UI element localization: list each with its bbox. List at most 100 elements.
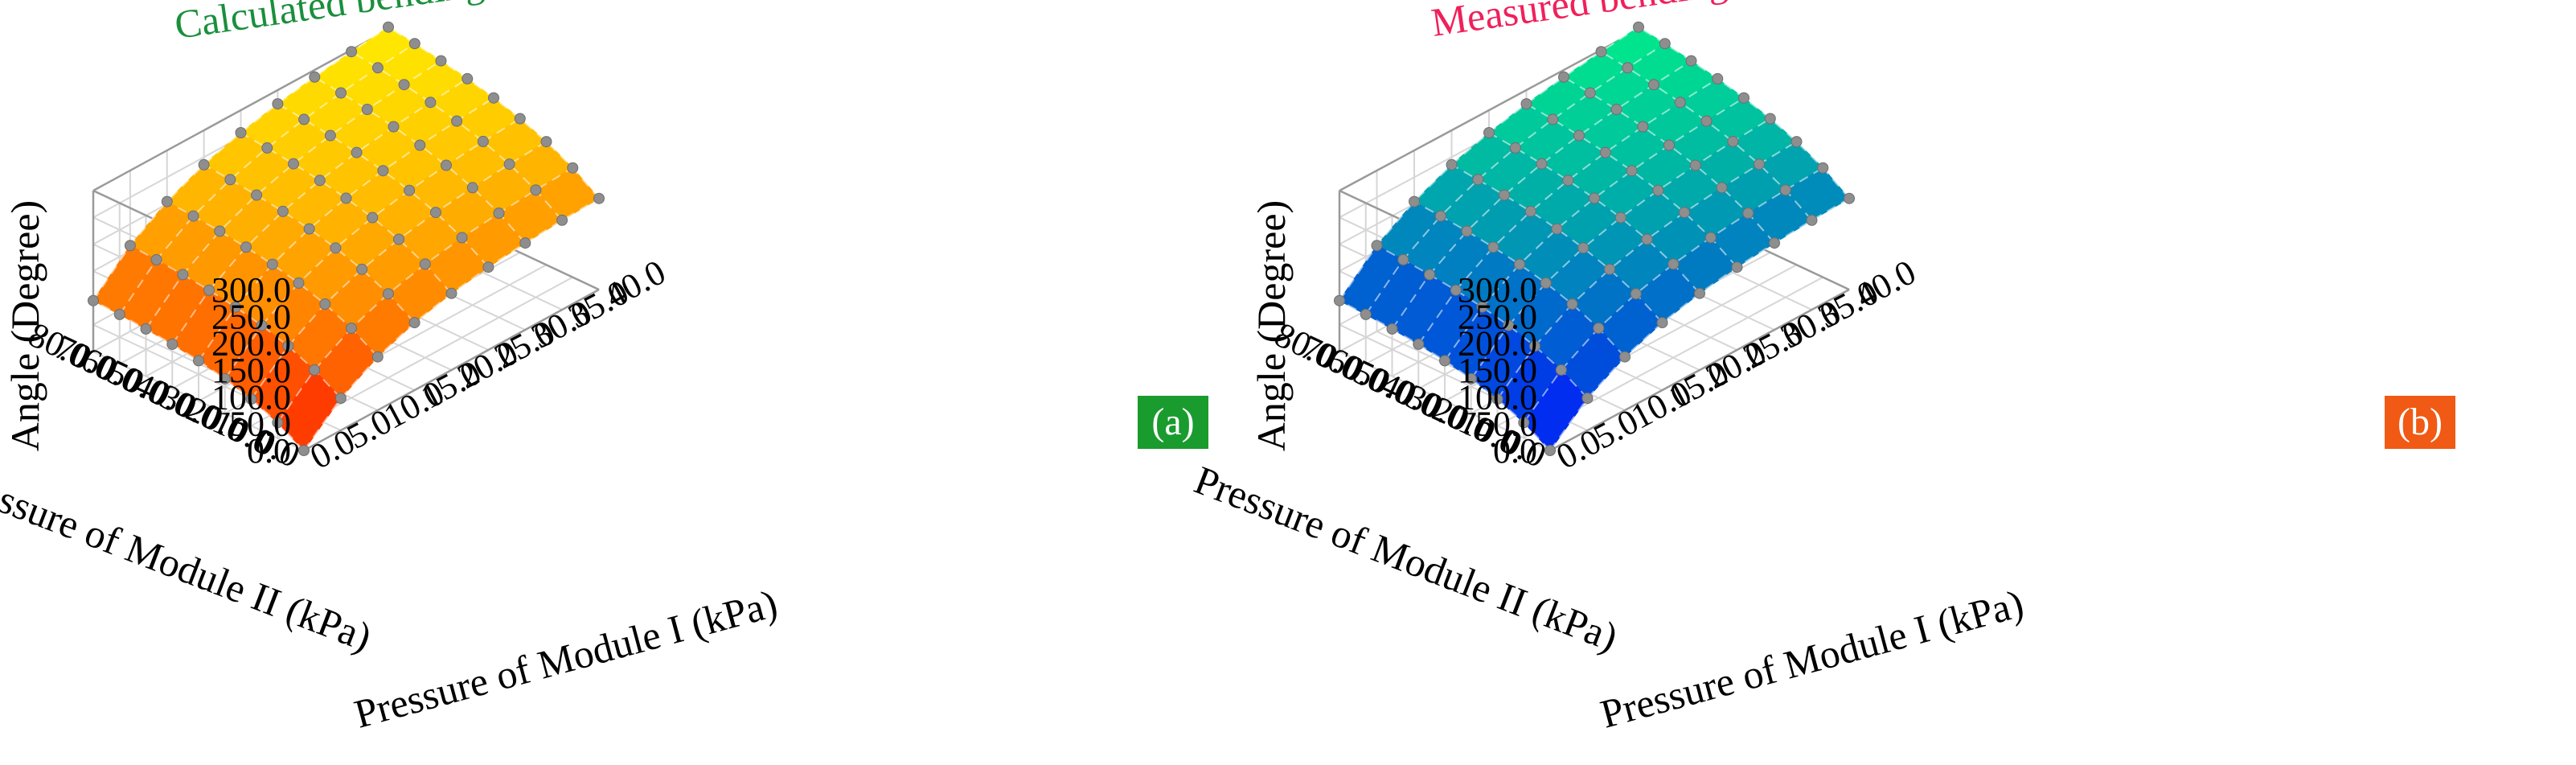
data-point bbox=[1817, 162, 1829, 174]
data-point bbox=[593, 192, 605, 204]
mesh-line-y bbox=[1523, 167, 1823, 423]
data-point bbox=[1334, 294, 1345, 306]
data-point bbox=[540, 136, 552, 148]
data-point bbox=[140, 323, 152, 335]
data-point bbox=[351, 146, 363, 158]
data-point bbox=[1518, 417, 1530, 429]
data-point bbox=[556, 214, 568, 226]
tick-labels: 0.050.0100.0150.0200.0250.0300.00.05.010… bbox=[1269, 252, 1922, 476]
data-point bbox=[1540, 277, 1552, 289]
data-point bbox=[150, 253, 162, 265]
panel-b: 0.050.0100.0150.0200.0250.0300.00.05.010… bbox=[1188, 0, 2455, 737]
data-point bbox=[445, 287, 457, 299]
data-point bbox=[245, 393, 257, 405]
data-point bbox=[303, 223, 315, 235]
data-point bbox=[319, 298, 331, 310]
data-point bbox=[1491, 393, 1503, 405]
data-point bbox=[1461, 225, 1473, 237]
data-point bbox=[1503, 319, 1515, 331]
mesh-line-y bbox=[1391, 60, 1692, 330]
mesh-line-x bbox=[1488, 132, 1700, 294]
data-point bbox=[1536, 158, 1548, 170]
panel-label: (a) bbox=[1151, 401, 1194, 443]
data-point bbox=[1386, 323, 1398, 335]
mesh-line-y bbox=[171, 78, 468, 345]
mesh-line-x bbox=[1451, 163, 1663, 323]
data-point bbox=[371, 62, 384, 74]
data-point bbox=[1573, 130, 1585, 142]
data-point bbox=[1544, 445, 1556, 456]
data-point bbox=[388, 121, 400, 133]
data-point bbox=[404, 184, 416, 196]
data-point bbox=[382, 288, 394, 300]
data-point bbox=[187, 210, 199, 222]
data-point bbox=[1663, 139, 1675, 151]
data-point bbox=[1764, 113, 1776, 125]
data-point bbox=[161, 195, 173, 208]
data-point bbox=[1566, 298, 1578, 310]
data-point bbox=[224, 174, 236, 186]
data-point bbox=[367, 212, 379, 224]
data-point bbox=[1652, 184, 1664, 196]
mesh-line-y bbox=[92, 26, 389, 302]
data-point bbox=[1551, 223, 1563, 235]
data-point bbox=[334, 393, 347, 404]
data-point bbox=[1685, 55, 1697, 67]
data-point bbox=[461, 72, 474, 84]
data-point bbox=[519, 237, 531, 249]
data-point bbox=[361, 104, 373, 115]
mesh-line-x bbox=[92, 299, 305, 451]
data-point bbox=[1674, 97, 1686, 109]
data-point bbox=[477, 135, 489, 147]
data-point bbox=[229, 301, 241, 313]
mesh-line-x bbox=[1563, 76, 1775, 244]
z-tick-label: 50.0 bbox=[1475, 405, 1537, 444]
data-point bbox=[261, 142, 273, 154]
data-point bbox=[1614, 212, 1626, 224]
data-point bbox=[425, 97, 437, 109]
data-point bbox=[1633, 21, 1644, 33]
data-point bbox=[1509, 142, 1521, 154]
mesh-line-y bbox=[1444, 97, 1745, 361]
data-point bbox=[451, 115, 463, 127]
data-point bbox=[324, 130, 336, 142]
data-point bbox=[330, 242, 342, 254]
y-axis-label: Pressure of Module II (kPa) bbox=[0, 457, 378, 660]
data-point bbox=[298, 113, 310, 125]
data-point bbox=[282, 340, 294, 352]
data-point bbox=[1424, 269, 1435, 281]
data-point bbox=[1555, 364, 1567, 376]
data-point bbox=[124, 240, 136, 252]
z-tick-label: 50.0 bbox=[229, 405, 291, 444]
data-point bbox=[1622, 62, 1634, 74]
data-point bbox=[1589, 192, 1600, 204]
surface-mesh bbox=[92, 26, 600, 451]
data-point bbox=[1806, 214, 1818, 226]
data-point bbox=[256, 319, 268, 331]
data-point bbox=[235, 127, 247, 138]
mesh-line-y bbox=[1470, 117, 1771, 380]
data-point bbox=[1483, 127, 1495, 138]
data-point bbox=[567, 162, 579, 174]
data-point bbox=[193, 355, 204, 367]
data-point bbox=[1562, 175, 1574, 187]
data-point bbox=[1450, 284, 1462, 296]
data-point bbox=[1360, 308, 1372, 320]
data-point bbox=[530, 184, 542, 196]
data-point bbox=[113, 308, 125, 320]
data-point bbox=[309, 364, 321, 376]
data-point bbox=[1727, 135, 1739, 147]
data-point bbox=[1754, 158, 1765, 171]
data-point bbox=[356, 263, 368, 275]
mesh-line-x bbox=[129, 245, 342, 399]
z-tick-label: 0.0 bbox=[1493, 431, 1537, 471]
data-point bbox=[1604, 263, 1615, 275]
x-axis-label: Pressure of Module I (kPa) bbox=[350, 580, 782, 736]
data-point bbox=[466, 182, 478, 194]
data-point bbox=[408, 38, 420, 50]
data-point bbox=[1712, 72, 1724, 84]
z-tick-label: 300.0 bbox=[1458, 270, 1537, 310]
data-point bbox=[309, 71, 321, 83]
data-point bbox=[398, 79, 410, 91]
data-point bbox=[482, 261, 494, 274]
